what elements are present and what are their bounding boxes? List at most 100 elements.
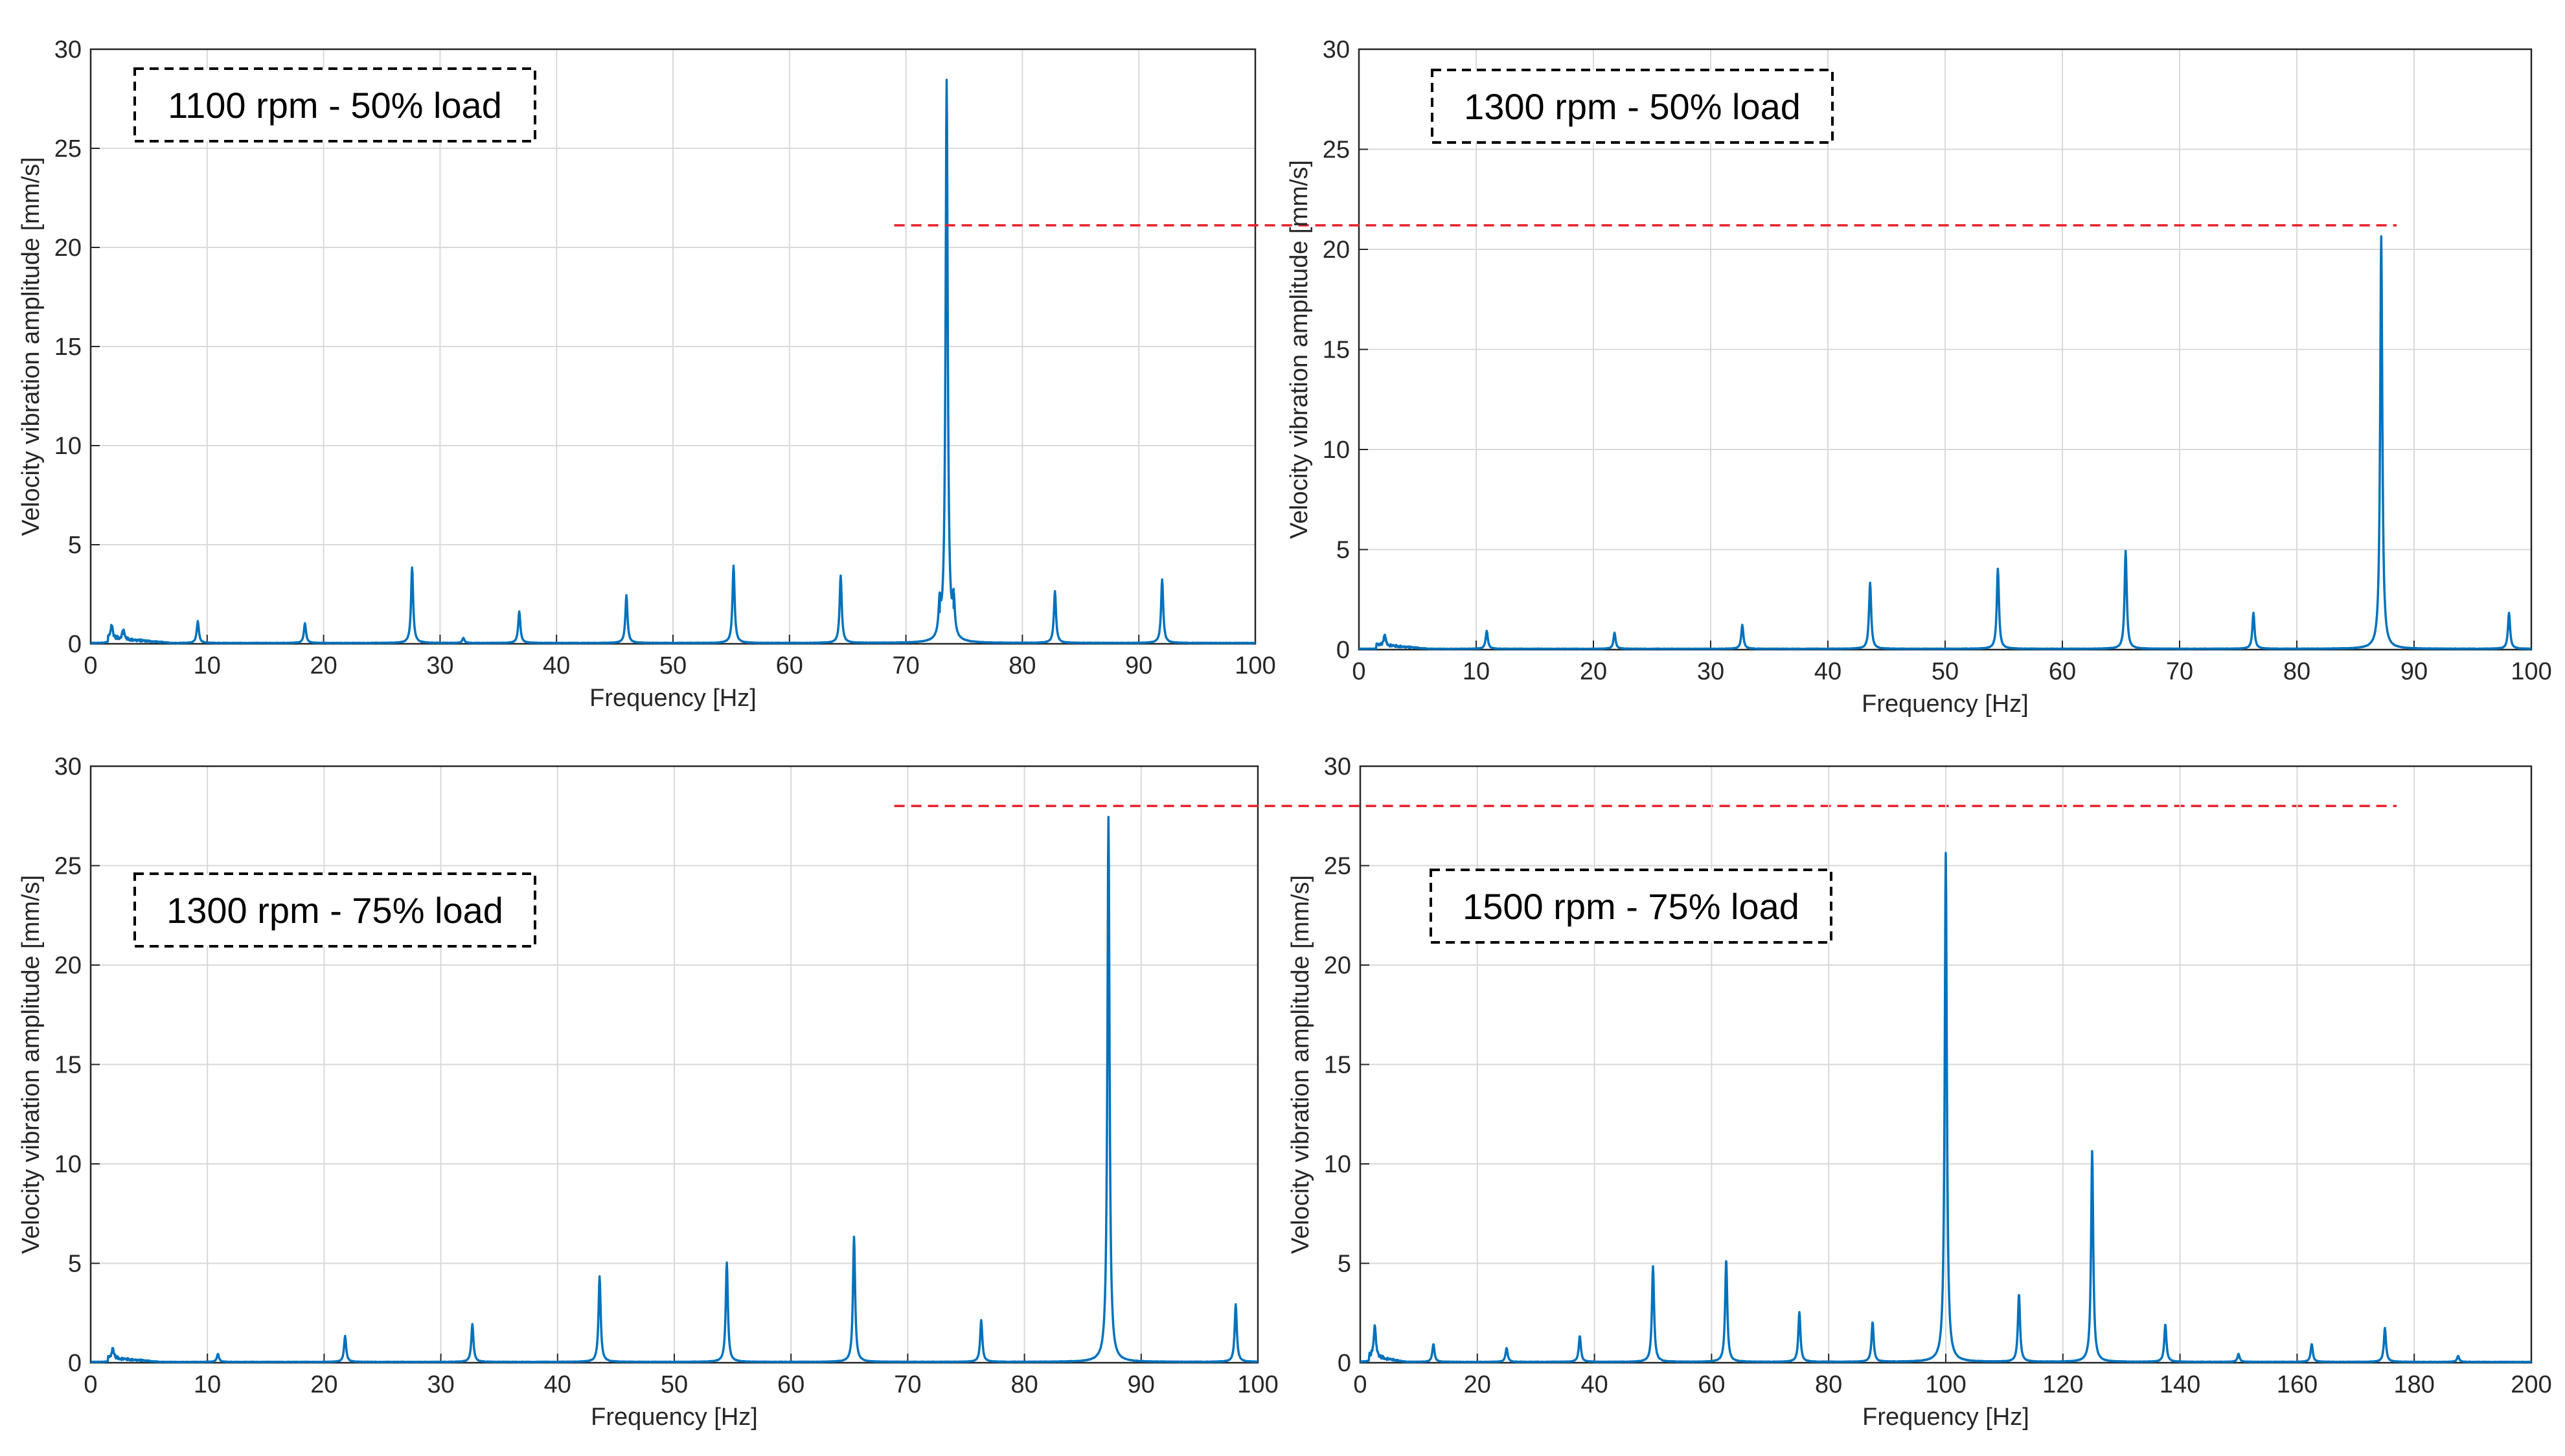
annotation-frame <box>1430 869 1832 944</box>
x-tick-label: 60 <box>2049 658 2076 685</box>
chart-panel-1300rpm-50load: 0 5 10 15 20 25 30 0 10 20 30 40 50 60 70 80 90 100 Freq… <box>894 36 2552 718</box>
x-tick-label: 40 <box>543 652 570 679</box>
y-tick-label: 0 <box>1336 637 1350 664</box>
x-tick-label: 60 <box>1698 1371 1725 1398</box>
y-tick-label: 10 <box>54 433 82 460</box>
x-tick-label: 0 <box>1352 658 1365 685</box>
x-ticks: 0 10 20 30 40 50 60 70 80 90 100 <box>1352 641 2552 685</box>
x-tick-label: 0 <box>1353 1371 1367 1398</box>
x-axis-label: Frequency [Hz] <box>1862 1404 2029 1431</box>
x-tick-label: 90 <box>1128 1371 1155 1398</box>
y-tick-label: 20 <box>1324 952 1351 979</box>
x-ticks: 0 10 20 30 40 50 60 70 80 90 100 <box>84 1354 1279 1398</box>
y-ticks: 0 5 10 15 20 25 30 <box>54 753 100 1377</box>
x-tick-label: 70 <box>2166 658 2193 685</box>
grid <box>1359 49 2531 650</box>
spectrum-line <box>1359 852 2533 1363</box>
x-tick-label: 80 <box>1010 1371 1038 1398</box>
y-tick-label: 10 <box>1324 1151 1351 1178</box>
x-tick-label: 90 <box>1125 652 1152 679</box>
y-tick-label: 15 <box>54 334 82 361</box>
y-tick-label: 30 <box>54 36 82 63</box>
annotation-text: 1300 rpm - 50% load <box>1464 86 1801 127</box>
y-tick-label: 30 <box>1324 753 1351 780</box>
y-tick-label: 15 <box>54 1052 82 1079</box>
y-tick-label: 0 <box>1338 1350 1351 1377</box>
annotation-text: 1100 rpm - 50% load <box>168 85 502 126</box>
x-tick-label: 160 <box>2277 1371 2318 1398</box>
x-tick-label: 100 <box>1235 652 1275 679</box>
x-tick-label: 180 <box>2393 1371 2434 1398</box>
x-tick-label: 140 <box>2160 1371 2200 1398</box>
annotation-box: 1100 rpm - 50% load <box>133 67 536 142</box>
y-tick-label: 5 <box>1338 1251 1351 1278</box>
x-tick-label: 50 <box>1932 658 1959 685</box>
x-tick-label: 80 <box>1009 652 1036 679</box>
x-tick-label: 120 <box>2042 1371 2083 1398</box>
grid <box>91 766 1258 1363</box>
grid <box>91 49 1255 644</box>
y-tick-label: 25 <box>1323 137 1350 164</box>
y-tick-label: 25 <box>1324 853 1351 880</box>
x-axis-label: Frequency [Hz] <box>589 685 757 712</box>
x-tick-label: 50 <box>659 652 687 679</box>
y-tick-label: 30 <box>1323 36 1350 63</box>
y-tick-label: 10 <box>1323 437 1350 464</box>
y-tick-label: 5 <box>1336 537 1350 564</box>
x-tick-label: 40 <box>1580 1371 1608 1398</box>
x-ticks: 0 10 20 30 40 50 60 70 80 90 100 <box>84 635 1276 679</box>
x-tick-label: 40 <box>1814 658 1841 685</box>
x-tick-label: 100 <box>2511 658 2551 685</box>
x-tick-label: 90 <box>2400 658 2428 685</box>
chart-panel-1500rpm-75load: 0 5 10 15 20 25 30 0 20 40 60 80 100 120 140 160 180 200… <box>1287 753 2552 1431</box>
plot-frame <box>1359 765 2533 1364</box>
y-tick-label: 5 <box>68 532 82 559</box>
x-tick-label: 20 <box>1580 658 1607 685</box>
x-tick-label: 10 <box>1463 658 1490 685</box>
x-tick-label: 70 <box>894 1371 921 1398</box>
x-tick-label: 0 <box>84 652 97 679</box>
x-tick-label: 20 <box>310 1371 337 1398</box>
x-tick-label: 70 <box>892 652 919 679</box>
x-tick-label: 20 <box>310 652 337 679</box>
annotation-frame <box>1431 69 1834 144</box>
annotation-text: 1300 rpm - 75% load <box>166 890 503 931</box>
x-tick-label: 40 <box>544 1371 571 1398</box>
x-tick-label: 30 <box>1697 658 1724 685</box>
x-tick-label: 80 <box>2283 658 2310 685</box>
x-tick-label: 0 <box>84 1371 97 1398</box>
x-tick-label: 50 <box>661 1371 688 1398</box>
annotation-box: 1300 rpm - 75% load <box>133 872 536 948</box>
y-tick-label: 10 <box>54 1151 82 1178</box>
y-axis-label: Velocity vibration amplitude [mm/s] <box>1287 875 1314 1254</box>
x-tick-label: 30 <box>427 1371 454 1398</box>
y-tick-label: 20 <box>54 952 82 979</box>
y-ticks: 0 5 10 15 20 25 30 <box>1323 36 1368 664</box>
y-tick-label: 20 <box>54 234 82 262</box>
spectrum-line <box>89 815 1259 1363</box>
annotation-frame <box>133 67 536 142</box>
spectrum-line <box>1358 235 2533 650</box>
x-axis-label: Frequency [Hz] <box>1862 690 2029 718</box>
y-tick-label: 5 <box>68 1251 82 1278</box>
x-tick-label: 60 <box>777 1371 804 1398</box>
y-axis-label: Velocity vibration amplitude [mm/s] <box>17 875 45 1254</box>
y-axis-label: Velocity vibration amplitude [mm/s] <box>1286 160 1313 539</box>
x-tick-label: 10 <box>194 652 221 679</box>
y-tick-label: 20 <box>1323 236 1350 264</box>
annotation-frame <box>133 872 536 948</box>
y-tick-label: 0 <box>68 631 82 658</box>
y-tick-label: 25 <box>54 135 82 163</box>
x-tick-label: 60 <box>776 652 803 679</box>
y-ticks: 0 5 10 15 20 25 30 <box>54 36 100 658</box>
x-axis-label: Frequency [Hz] <box>591 1404 758 1431</box>
x-tick-label: 100 <box>1237 1371 1278 1398</box>
spectrum-line <box>89 78 1257 644</box>
x-tick-label: 30 <box>426 652 453 679</box>
chart-panel-1100rpm-50load: 0 5 10 15 20 25 30 0 10 20 30 40 50 60 70 80 90 100 Freq… <box>17 36 1276 712</box>
y-axis-label: Velocity vibration amplitude [mm/s] <box>17 157 45 536</box>
x-tick-label: 200 <box>2511 1371 2551 1398</box>
y-tick-label: 15 <box>1324 1052 1351 1079</box>
